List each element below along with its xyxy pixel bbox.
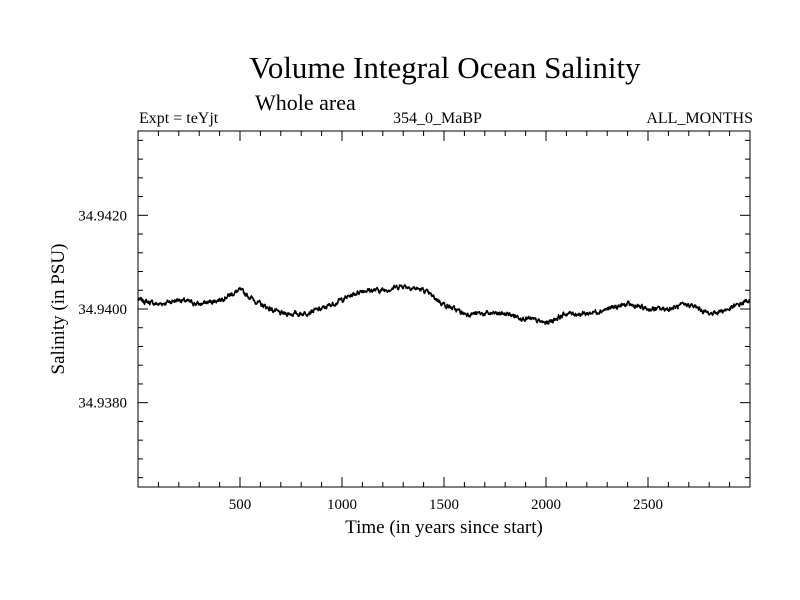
months-label: ALL_MONTHS [646, 110, 753, 127]
tick-marks [138, 131, 750, 487]
period-label: 354_0_MaBP [393, 110, 482, 127]
x-tick-label: 500 [229, 497, 252, 513]
chart-title: Volume Integral Ocean Salinity [249, 50, 641, 85]
y-tick-labels: 34.9380 34.9400 34.9420 [78, 208, 127, 411]
series-layer [137, 284, 751, 325]
x-tick-labels: 500 1000 1500 2000 2500 [229, 497, 663, 513]
x-tick-label: 1000 [327, 497, 357, 513]
experiment-label: Expt = teYjt [139, 110, 219, 127]
y-tick-label: 34.9380 [78, 396, 127, 412]
x-tick-label: 2000 [531, 497, 561, 513]
x-tick-label: 2500 [633, 497, 663, 513]
y-tick-label: 34.9420 [78, 208, 127, 224]
plot-frame [137, 130, 751, 488]
y-tick-label: 34.9400 [78, 302, 127, 318]
chart-subtitle: Whole area [255, 90, 356, 115]
salinity-series-line [137, 284, 751, 325]
y-axis-label: Salinity (in PSU) [48, 244, 69, 375]
x-axis-label: Time (in years since start) [345, 517, 543, 538]
x-tick-label: 1500 [429, 497, 459, 513]
